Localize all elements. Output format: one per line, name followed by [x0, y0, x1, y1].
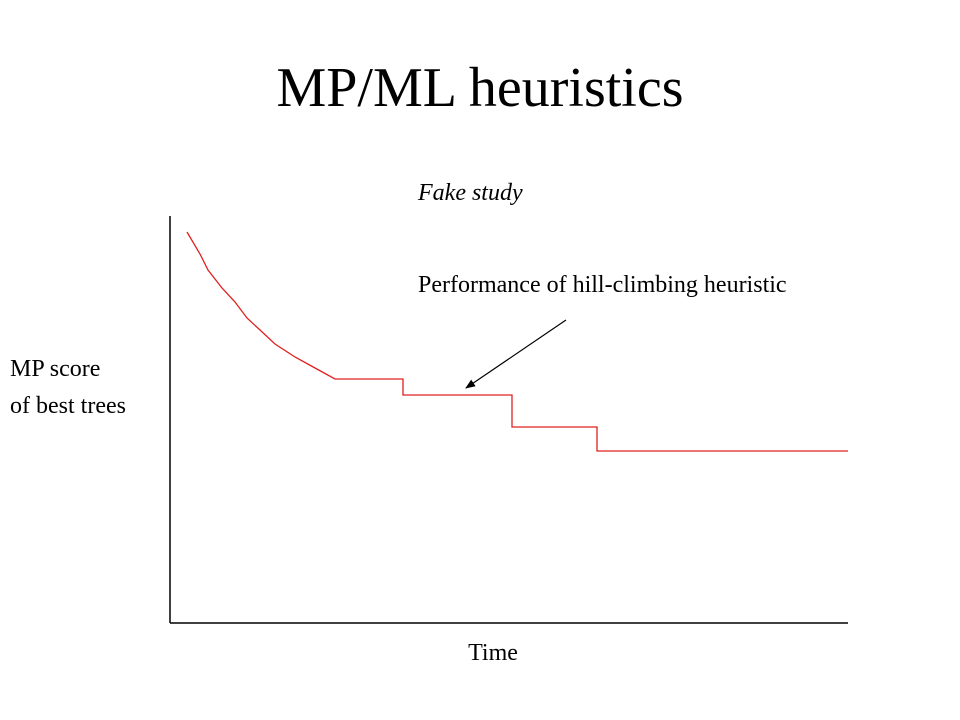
slide-title: MP/ML heuristics	[276, 57, 683, 119]
annotation: Performance of hill-climbing heuristic	[418, 272, 787, 298]
subtitle: Fake study	[417, 180, 523, 206]
y-axis-label: MP score	[10, 356, 100, 382]
performance-line	[186, 231, 848, 452]
y-axis-label: of best trees	[10, 393, 126, 419]
annotation-arrow	[465, 319, 567, 389]
x-axis-label: Time	[468, 640, 518, 666]
